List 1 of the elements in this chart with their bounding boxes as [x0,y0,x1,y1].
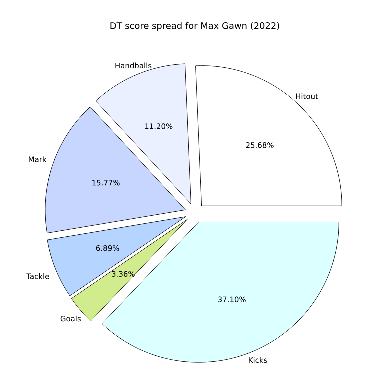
chart-title: DT score spread for Max Gawn (2022) [110,22,280,31]
